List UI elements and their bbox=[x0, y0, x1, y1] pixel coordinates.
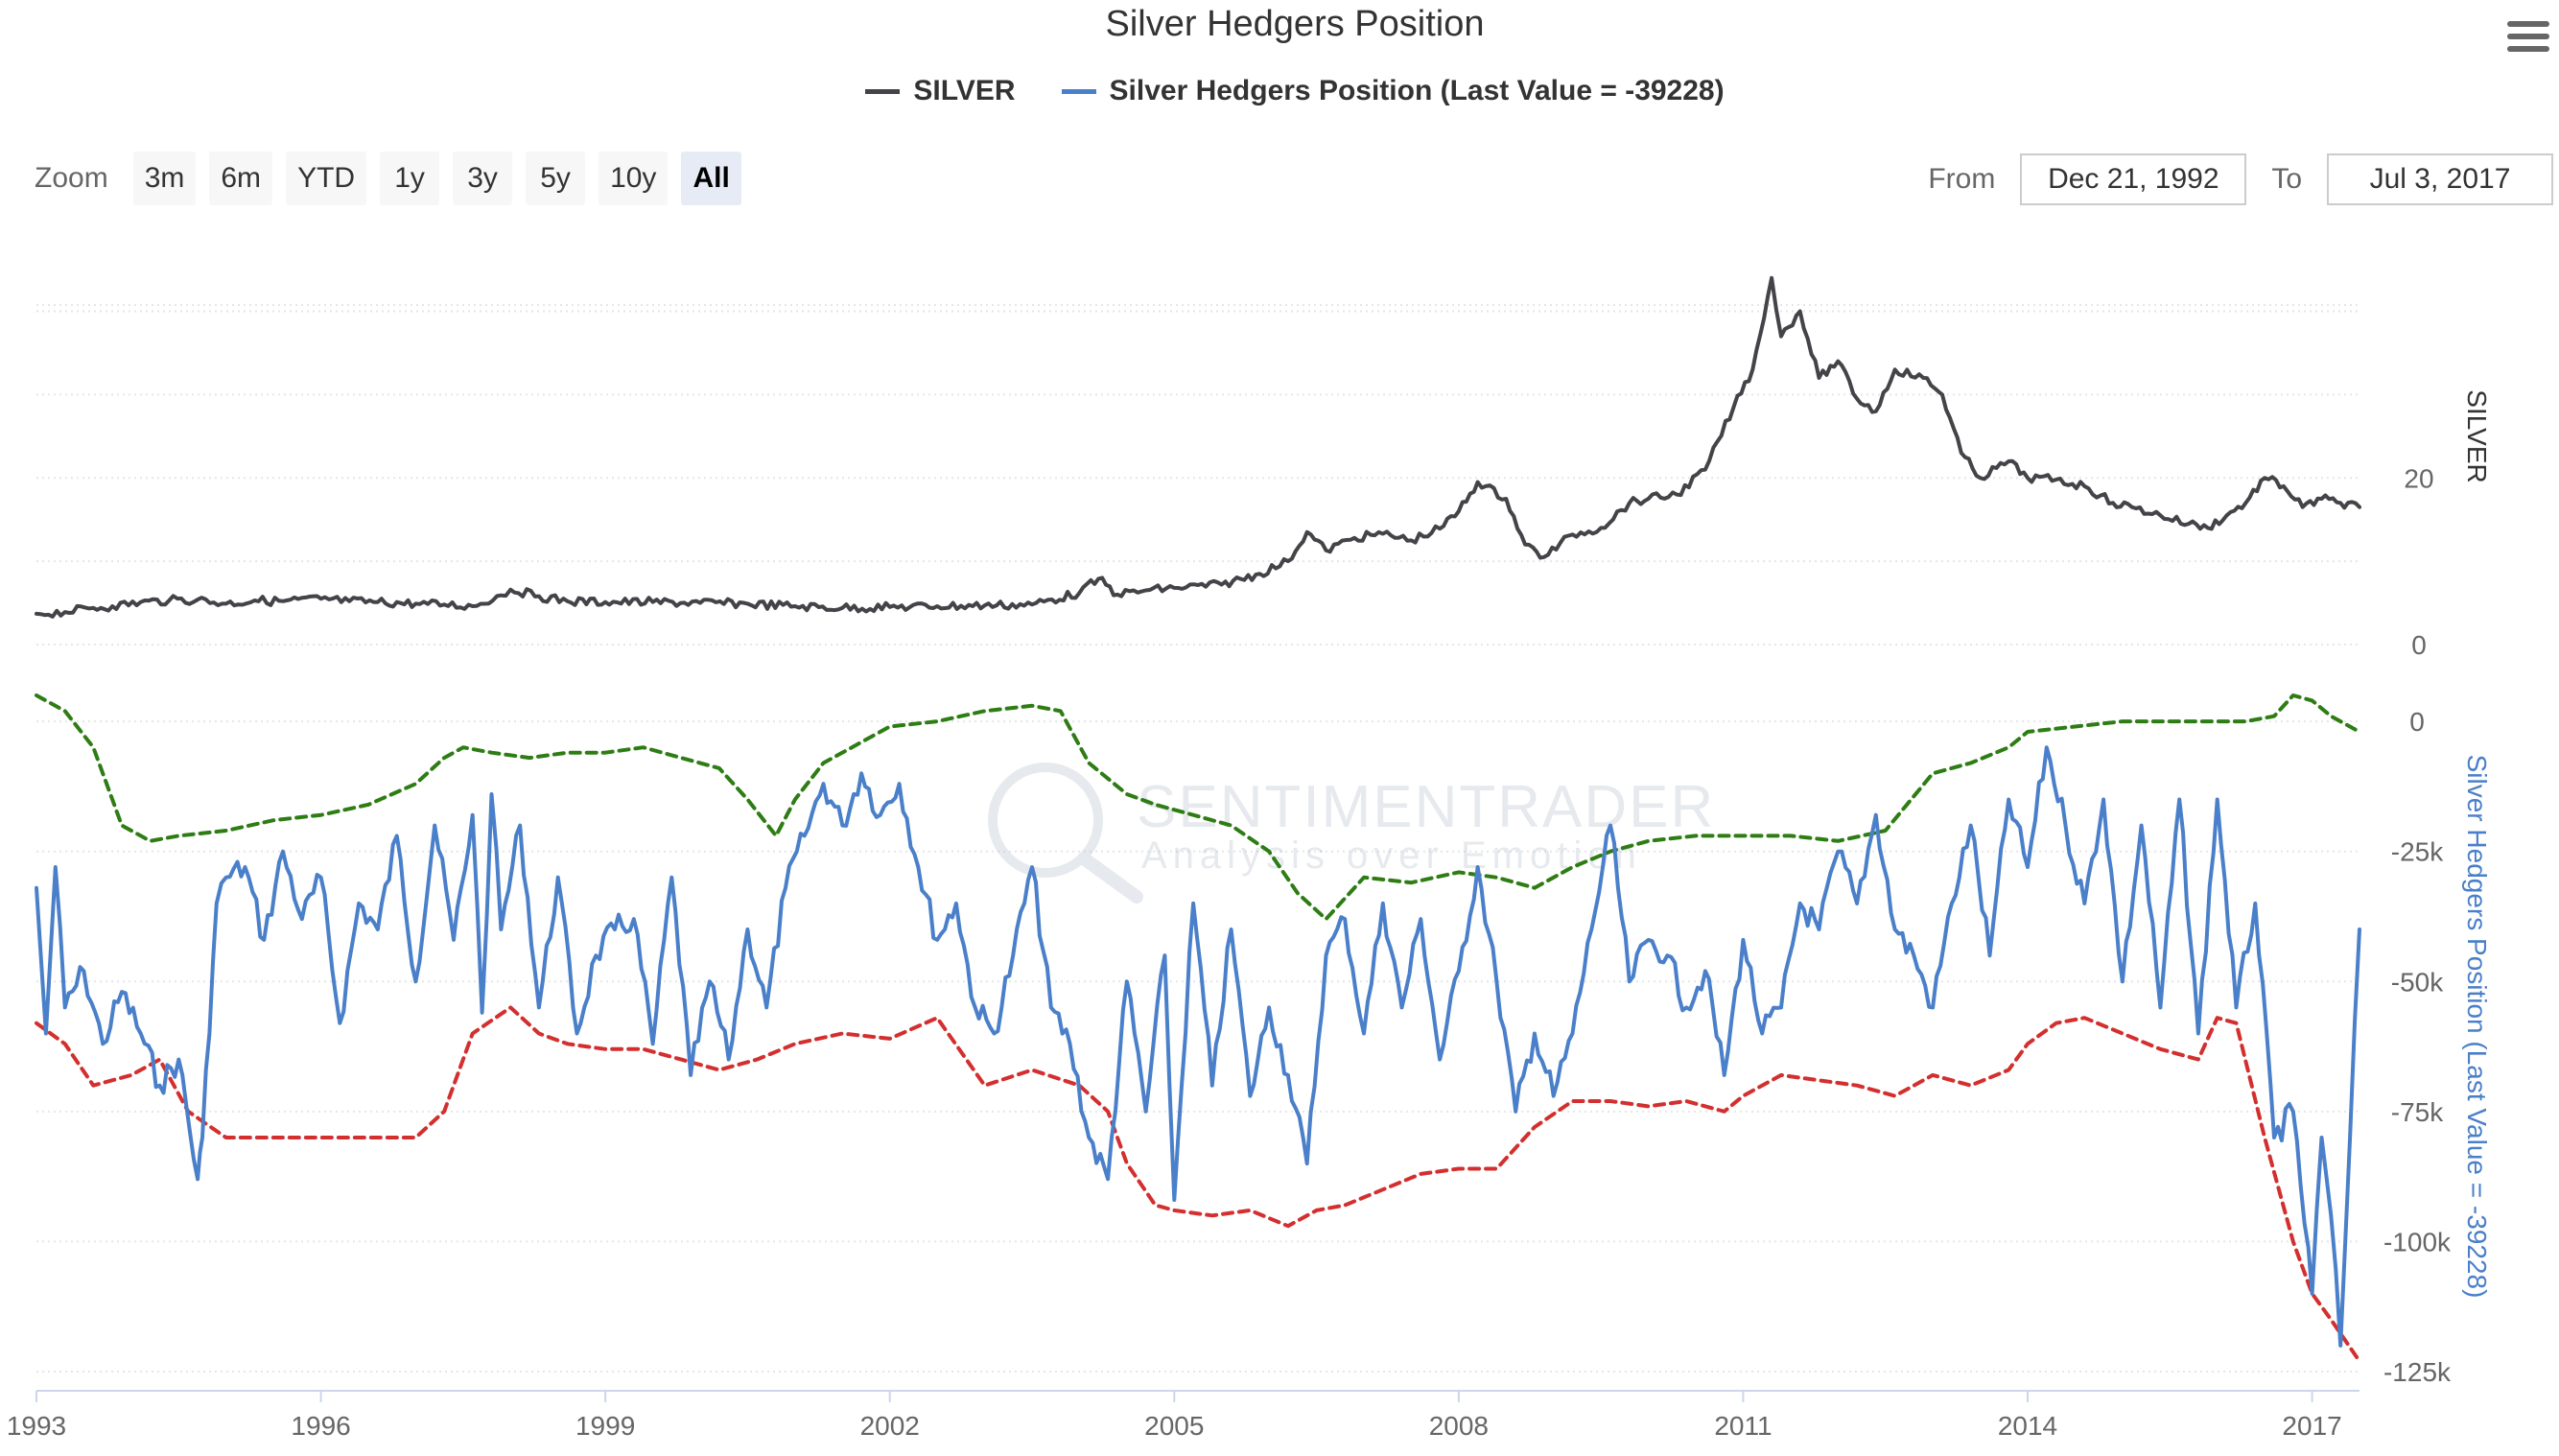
x-tick-label: 1993 bbox=[7, 1411, 66, 1441]
series-layer bbox=[35, 275, 2361, 1364]
y-tick-label-hedgers: -25k bbox=[2391, 837, 2444, 867]
x-tick-label: 2008 bbox=[1429, 1411, 1489, 1441]
zoom-button-6m[interactable]: 6m bbox=[209, 152, 273, 205]
chart-title: Silver Hedgers Position bbox=[1105, 4, 1485, 44]
x-tick-label: 2005 bbox=[1144, 1411, 1204, 1441]
y-axis-title-silver: SILVER bbox=[2462, 389, 2492, 483]
series-line-upper-band bbox=[35, 693, 2361, 922]
zoom-bar: Zoom 3m 6m YTD 1y 3y 5y 10y All bbox=[35, 152, 741, 205]
watermark-logo-icon bbox=[988, 763, 1103, 878]
to-label: To bbox=[2271, 163, 2302, 195]
legend-item-hedgers[interactable]: Silver Hedgers Position (Last Value = -3… bbox=[1061, 75, 1725, 107]
series-line-silver bbox=[35, 275, 2361, 619]
legend-label-hedgers: Silver Hedgers Position (Last Value = -3… bbox=[1109, 75, 1725, 106]
zoom-button-10y[interactable]: 10y bbox=[599, 152, 669, 205]
date-range: From Dec 21, 1992 To Jul 3, 2017 bbox=[1928, 153, 2553, 205]
legend: SILVER Silver Hedgers Position (Last Val… bbox=[0, 75, 2559, 107]
from-date-input[interactable]: Dec 21, 1992 bbox=[2020, 153, 2247, 205]
y-tick-label-hedgers: -125k bbox=[2383, 1357, 2452, 1387]
zoom-button-5y[interactable]: 5y bbox=[526, 152, 586, 205]
zoom-button-all[interactable]: All bbox=[681, 152, 741, 205]
menu-icon[interactable] bbox=[2507, 21, 2549, 59]
axis-layer: 0 20 SILVER 0 -25k -50k -75k -100k -125k Silver H… bbox=[7, 389, 2492, 1441]
zoom-button-ytd[interactable]: YTD bbox=[286, 152, 367, 205]
watermark-subtext: Analysis over Emotion bbox=[1141, 834, 1642, 877]
legend-label-silver: SILVER bbox=[913, 75, 1016, 106]
y-tick-label-hedgers: -100k bbox=[2383, 1227, 2452, 1256]
watermark-text: SENTIMENTRADER bbox=[1137, 774, 1715, 840]
watermark: SENTIMENTRADER Analysis over Emotion bbox=[988, 763, 1715, 904]
x-tick-label: 2011 bbox=[1714, 1411, 1772, 1441]
grid-layer bbox=[36, 304, 2359, 1373]
watermark-logo-handle bbox=[1077, 852, 1143, 904]
x-tick-label: 2017 bbox=[2282, 1411, 2341, 1441]
zoom-button-3m[interactable]: 3m bbox=[132, 152, 197, 205]
series-line-hedgers bbox=[35, 745, 2361, 1348]
series-line-lower-band bbox=[35, 1005, 2361, 1364]
y-tick-label-silver: 20 bbox=[2404, 463, 2433, 493]
y-axis-title-hedgers: Silver Hedgers Position (Last Value = -3… bbox=[2462, 755, 2492, 1299]
y-tick-label-hedgers: -50k bbox=[2391, 967, 2444, 997]
x-tick-label: 1999 bbox=[575, 1411, 635, 1441]
legend-swatch-silver bbox=[865, 88, 901, 94]
x-tick-label: 2002 bbox=[860, 1411, 920, 1441]
y-tick-label-hedgers: 0 bbox=[2409, 707, 2425, 737]
y-tick-label-silver: 0 bbox=[2411, 630, 2427, 660]
zoom-button-1y[interactable]: 1y bbox=[380, 152, 440, 205]
zoom-button-3y[interactable]: 3y bbox=[453, 152, 513, 205]
zoom-label: Zoom bbox=[35, 162, 108, 194]
to-date-input[interactable]: Jul 3, 2017 bbox=[2327, 153, 2553, 205]
x-tick-label: 2014 bbox=[1998, 1411, 2057, 1441]
legend-item-silver[interactable]: SILVER bbox=[865, 75, 1016, 107]
legend-swatch-hedgers bbox=[1061, 88, 1096, 94]
x-tick-label: 1996 bbox=[291, 1411, 350, 1441]
y-tick-label-hedgers: -75k bbox=[2391, 1097, 2444, 1127]
from-label: From bbox=[1928, 163, 1996, 195]
